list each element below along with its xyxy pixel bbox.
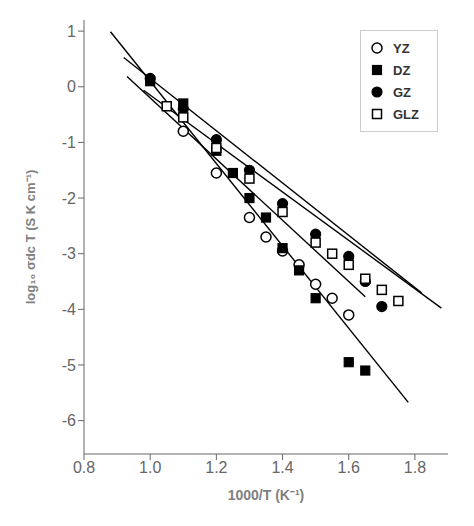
svg-text:0.8: 0.8 (73, 459, 95, 476)
svg-text:-5: -5 (62, 357, 76, 374)
svg-text:1: 1 (67, 23, 76, 40)
html-text:GLZ: GLZ (393, 106, 419, 122)
svg-text:-4: -4 (62, 301, 76, 318)
svg-text:1.6: 1.6 (338, 459, 360, 476)
svg-text:1.8: 1.8 (404, 459, 426, 476)
svg-text:0: 0 (67, 78, 76, 95)
svg-text:1.4: 1.4 (271, 459, 293, 476)
html-text:DZ: DZ (393, 62, 411, 78)
svg-text:log₁₀ σdc T (S K cm⁻¹): log₁₀ σdc T (S K cm⁻¹) (23, 170, 38, 305)
svg-text:1.0: 1.0 (139, 459, 161, 476)
svg-text:1.2: 1.2 (205, 459, 227, 476)
html-text:GZ: GZ (393, 84, 412, 100)
svg-text:-6: -6 (62, 412, 76, 429)
svg-text:1000/T (K⁻¹): 1000/T (K⁻¹) (228, 487, 305, 503)
html-text:YZ: YZ (393, 40, 410, 56)
svg-text:-3: -3 (62, 245, 76, 262)
svg-text:-2: -2 (62, 190, 76, 207)
svg-text:-1: -1 (62, 134, 76, 151)
